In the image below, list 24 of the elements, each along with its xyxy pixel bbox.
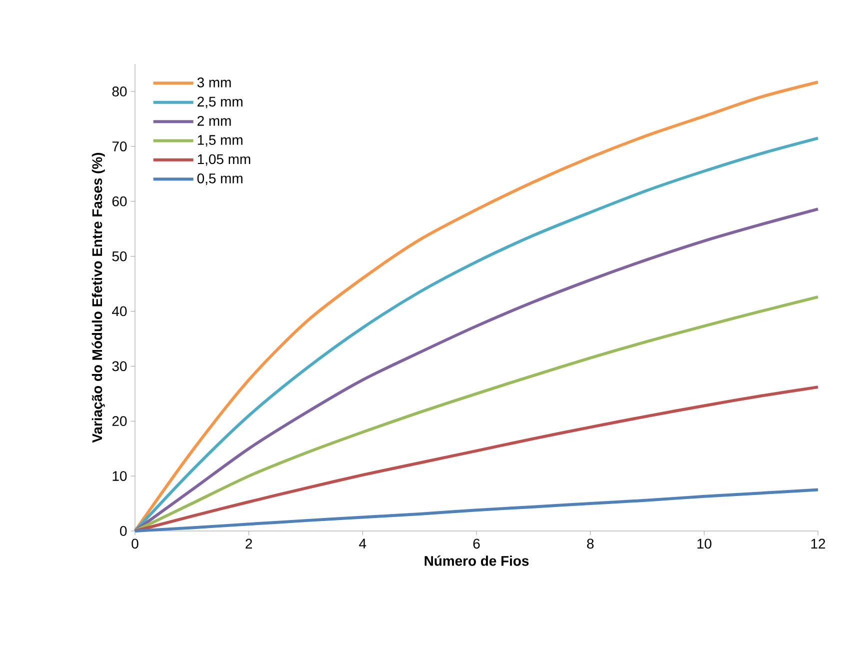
y-tick-label: 80 [112,86,127,96]
x-tick-label: 6 [473,538,480,549]
y-axis-title: Variação do Módulo Efetivo Entre Fases (%) [92,152,105,443]
legend-label: 3 mm [197,78,231,88]
y-tick-label: 30 [112,361,127,372]
legend-label: 2 mm [198,116,231,126]
y-tick-label: 70 [112,141,127,152]
y-tick-label: 0 [120,526,127,536]
y-tick-label: 20 [112,416,127,426]
x-axis-title: Número de Fios [424,555,529,566]
legend-label: 1,5 mm [198,135,242,147]
x-tick-label: 4 [359,538,366,548]
legend-label: 2,5 mm [198,96,242,108]
legend-label: 0,5 mm [197,173,242,185]
y-tick-label: 50 [112,251,127,262]
x-tick-label: 12 [811,538,826,549]
x-tick-label: 2 [246,538,252,549]
x-tick-label: 0 [132,538,138,549]
legend-label: 1,05 mm [198,154,250,166]
y-tick-label: 40 [112,306,127,316]
x-tick-label: 10 [697,538,712,549]
y-tick-label: 10 [112,471,127,481]
y-tick-label: 60 [112,196,127,206]
x-tick-label: 8 [587,538,594,549]
